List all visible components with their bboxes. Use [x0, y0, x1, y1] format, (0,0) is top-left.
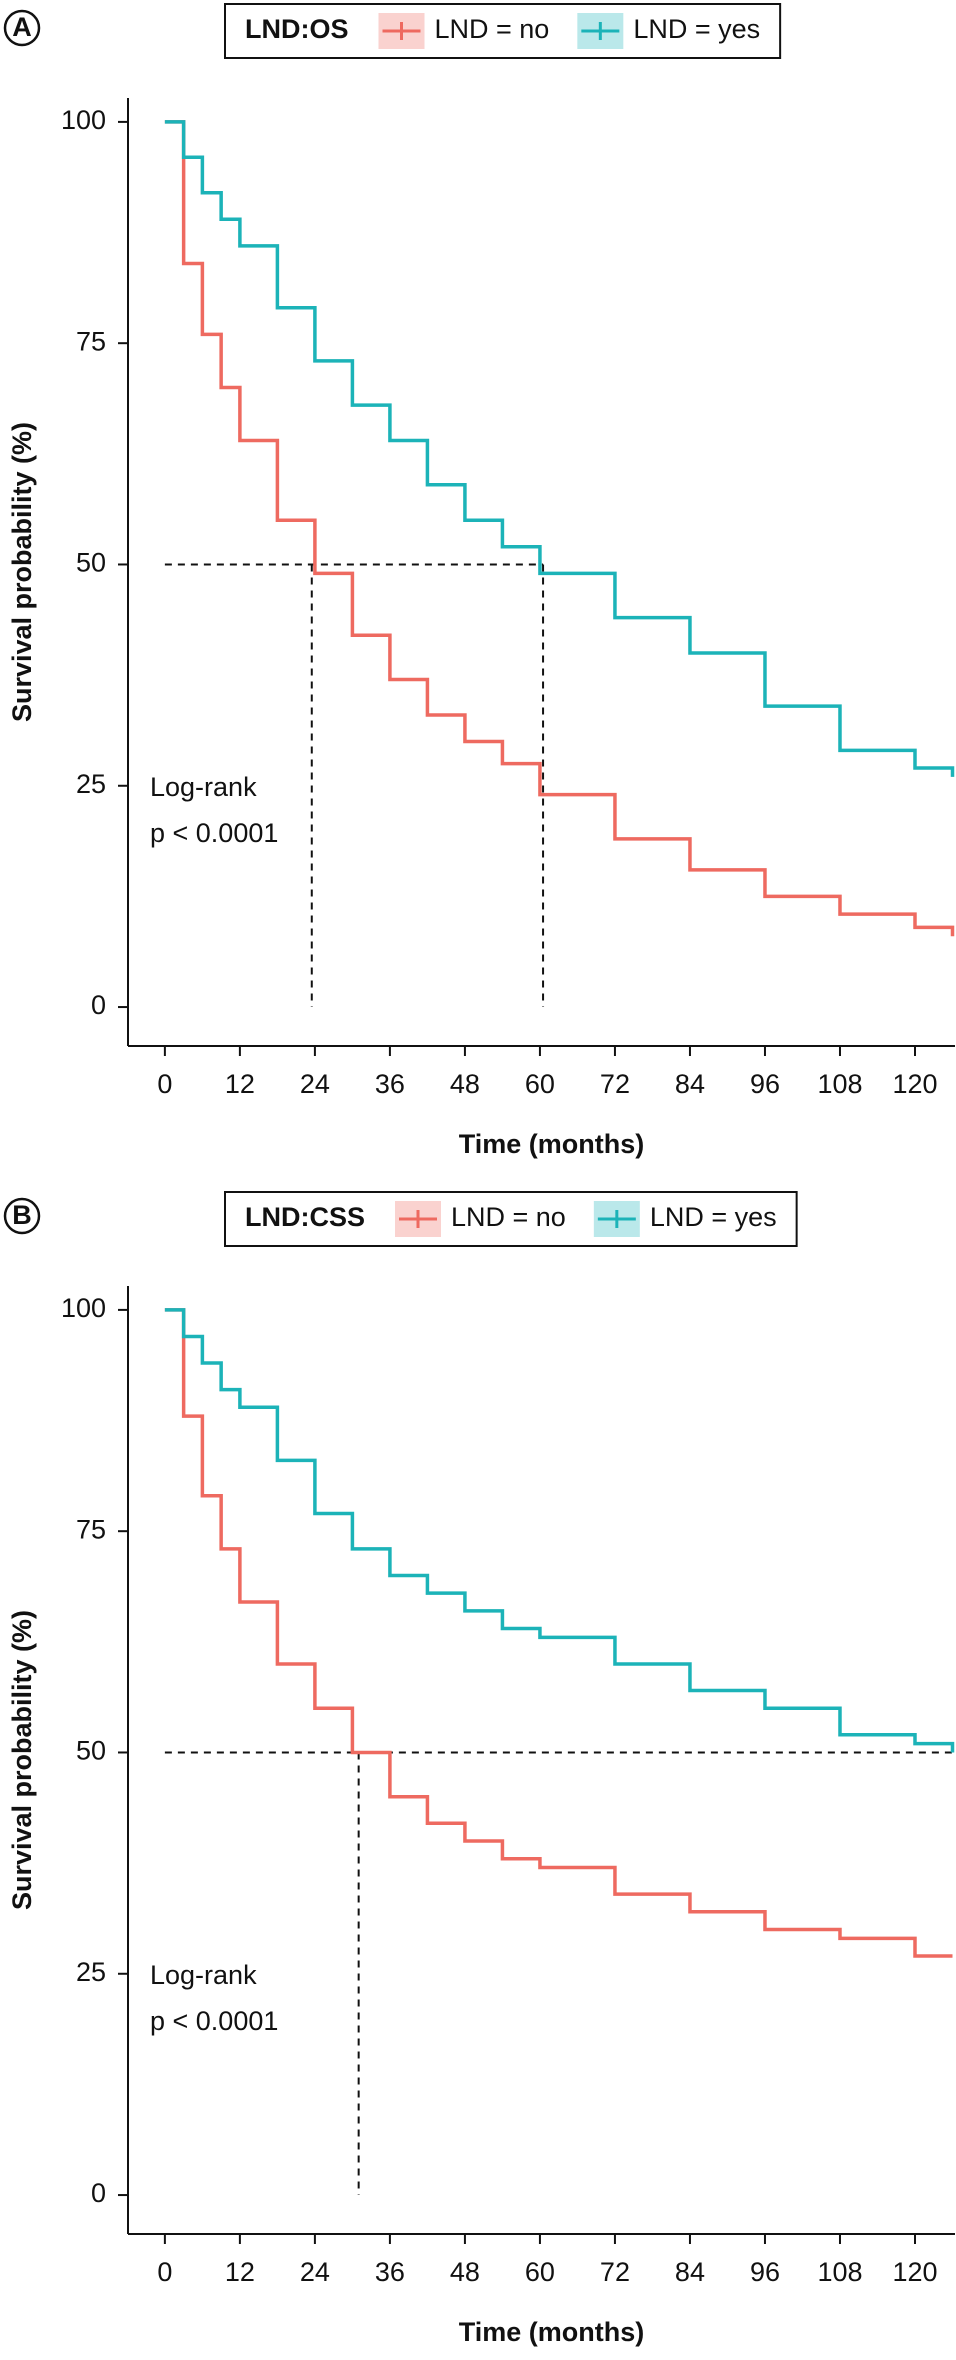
x-tick-label: 84: [675, 1069, 705, 1099]
x-tick-label: 0: [157, 2257, 172, 2287]
y-tick-label: 100: [61, 1293, 106, 1323]
annotation: Log-rank: [150, 1960, 257, 1990]
x-tick-label: 96: [750, 1069, 780, 1099]
x-tick-label: 120: [892, 1069, 937, 1099]
x-tick-label: 24: [300, 1069, 330, 1099]
y-tick-label: 50: [76, 548, 106, 578]
x-tick-label: 72: [600, 2257, 630, 2287]
y-tick-label: 75: [76, 1514, 106, 1544]
legend-label: LND = yes: [650, 1202, 777, 1232]
x-axis-title: Time (months): [459, 2317, 645, 2347]
legend-label: LND = no: [451, 1202, 566, 1232]
survival-curve: [164, 1308, 955, 1753]
y-tick-label: 25: [76, 769, 106, 799]
y-tick-label: 25: [76, 1957, 106, 1987]
annotation: p < 0.0001: [150, 818, 278, 848]
legend: LND:CSS LND = no LND = yes: [224, 1191, 798, 1247]
legend-box: [224, 3, 782, 59]
x-tick-label: 72: [600, 1069, 630, 1099]
x-tick-label: 36: [375, 2257, 405, 2287]
x-tick-label: 12: [225, 1069, 255, 1099]
annotation: Log-rank: [150, 772, 257, 802]
survival-curve: [164, 120, 955, 937]
x-tick-label: 96: [750, 2257, 780, 2287]
x-tick-label: 108: [817, 1069, 862, 1099]
legend-label: LND = no: [435, 14, 550, 44]
y-tick-label: 50: [76, 1736, 106, 1766]
y-tick-label: 100: [61, 105, 106, 135]
x-tick-label: 108: [817, 2257, 862, 2287]
y-tick-label: 75: [76, 326, 106, 356]
legend: LND:OS LND = no LND = yes: [224, 3, 782, 59]
x-tick-label: 48: [450, 1069, 480, 1099]
x-tick-label: 36: [375, 1069, 405, 1099]
panel-letter: B: [12, 1200, 32, 1230]
annotation: p < 0.0001: [150, 2006, 278, 2036]
x-tick-label: 60: [525, 1069, 555, 1099]
legend-title: LND:CSS: [245, 1202, 365, 1232]
legend-label: LND = yes: [633, 14, 760, 44]
survival-curve: [164, 1308, 953, 1958]
y-tick-label: 0: [91, 2178, 106, 2208]
y-axis-title: Survival probability (%): [7, 422, 37, 722]
x-tick-label: 84: [675, 2257, 705, 2287]
panel-badge: [3, 9, 41, 47]
panel-letter: A: [12, 12, 32, 42]
x-tick-label: 120: [892, 2257, 937, 2287]
legend-box: [224, 1191, 798, 1247]
y-tick-label: 0: [91, 990, 106, 1020]
x-tick-label: 0: [157, 1069, 172, 1099]
x-tick-label: 24: [300, 2257, 330, 2287]
x-tick-label: 48: [450, 2257, 480, 2287]
y-axis-title: Survival probability (%): [7, 1610, 37, 1910]
legend-title: LND:OS: [245, 14, 349, 44]
x-axis-title: Time (months): [459, 1129, 645, 1159]
survival-curve: [164, 120, 955, 777]
x-tick-label: 12: [225, 2257, 255, 2287]
panel-badge: [3, 1197, 41, 1235]
x-tick-label: 60: [525, 2257, 555, 2287]
